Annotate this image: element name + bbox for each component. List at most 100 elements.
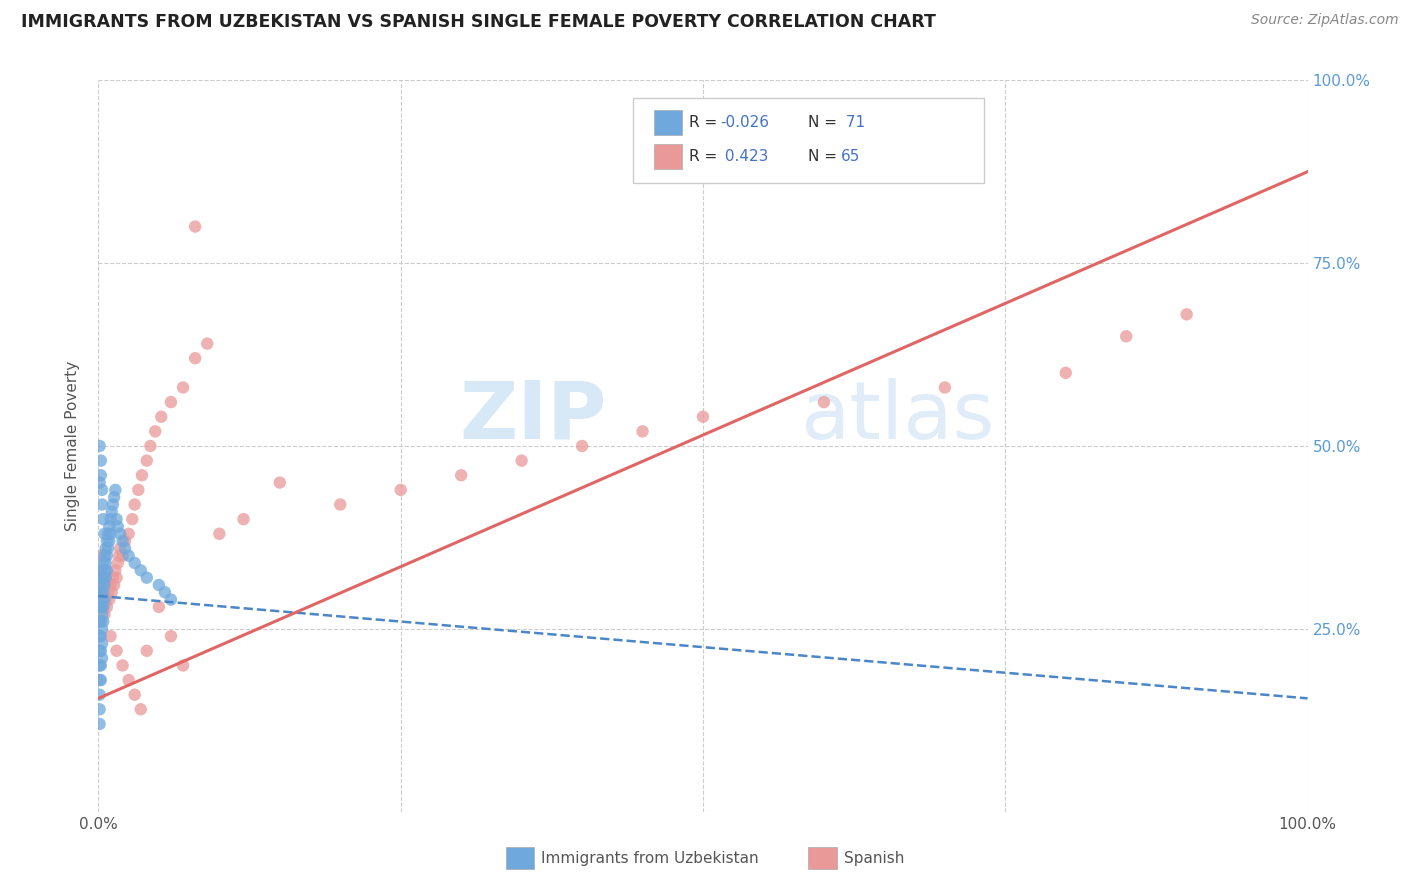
Point: [96, 578, 118, 592]
Point: [103, 490, 125, 504]
Point: [101, 498, 124, 512]
Point: [450, 468, 472, 483]
Point: [90, 571, 112, 585]
Point: [89, 475, 111, 490]
Point: [98, 519, 121, 533]
Point: [131, 468, 153, 483]
Point: [100, 505, 122, 519]
Point: [89, 599, 111, 614]
Point: [91, 498, 114, 512]
Point: [89, 717, 111, 731]
Point: [89, 658, 111, 673]
Point: [91, 483, 114, 497]
Point: [94, 556, 117, 570]
Point: [90, 644, 112, 658]
Point: [100, 512, 122, 526]
Text: -0.026: -0.026: [720, 115, 769, 129]
Point: [90, 673, 112, 687]
Point: [111, 658, 134, 673]
Point: [105, 644, 128, 658]
Point: [1054, 366, 1077, 380]
Point: [143, 425, 166, 439]
Point: [89, 673, 111, 687]
Point: [91, 578, 114, 592]
Point: [93, 526, 115, 541]
Point: [160, 629, 183, 643]
Point: [91, 585, 114, 599]
Point: [89, 629, 111, 643]
Point: [135, 571, 157, 585]
Point: [111, 534, 134, 549]
Point: [105, 571, 128, 585]
Point: [1175, 307, 1198, 321]
Point: [93, 563, 115, 577]
Point: [97, 526, 120, 541]
Point: [91, 571, 114, 585]
Point: [153, 585, 176, 599]
Point: [104, 563, 127, 577]
Text: N =: N =: [808, 149, 842, 163]
Text: R =: R =: [689, 115, 723, 129]
Point: [93, 549, 115, 563]
Point: [89, 585, 111, 599]
Point: [108, 549, 131, 563]
Point: [934, 380, 956, 394]
Point: [89, 702, 111, 716]
Point: [129, 702, 152, 716]
Point: [148, 578, 170, 592]
Point: [90, 585, 112, 599]
Point: [172, 658, 194, 673]
Point: [172, 380, 194, 394]
Point: [93, 607, 115, 622]
Text: R =: R =: [689, 149, 723, 163]
Point: [121, 512, 143, 526]
Point: [100, 526, 122, 541]
Point: [89, 644, 111, 658]
Point: [631, 425, 654, 439]
Text: atlas: atlas: [800, 377, 994, 456]
Text: Immigrants from Uzbekistan: Immigrants from Uzbekistan: [541, 851, 759, 865]
Point: [91, 578, 114, 592]
Point: [94, 571, 117, 585]
Point: [93, 592, 115, 607]
Point: [93, 585, 115, 599]
Point: [91, 563, 114, 577]
Point: [232, 512, 254, 526]
Point: [105, 512, 128, 526]
Point: [91, 599, 114, 614]
Point: [91, 651, 114, 665]
Text: Source: ZipAtlas.com: Source: ZipAtlas.com: [1251, 13, 1399, 28]
Point: [90, 599, 112, 614]
Point: [114, 541, 136, 556]
Point: [89, 439, 111, 453]
Point: [148, 599, 170, 614]
Point: [91, 563, 114, 577]
Text: N =: N =: [808, 115, 842, 129]
Point: [94, 541, 117, 556]
Point: [96, 549, 118, 563]
Point: [1115, 329, 1137, 343]
Point: [124, 498, 146, 512]
Point: [98, 534, 121, 549]
Point: [89, 688, 111, 702]
Point: [100, 578, 122, 592]
Point: [91, 615, 114, 629]
Text: IMMIGRANTS FROM UZBEKISTAN VS SPANISH SINGLE FEMALE POVERTY CORRELATION CHART: IMMIGRANTS FROM UZBEKISTAN VS SPANISH SI…: [21, 13, 936, 31]
Point: [97, 541, 120, 556]
Point: [510, 453, 533, 467]
Point: [269, 475, 291, 490]
Point: [160, 395, 183, 409]
Point: [91, 607, 114, 622]
Point: [195, 336, 218, 351]
Point: [103, 578, 125, 592]
Point: [91, 636, 114, 650]
Point: [91, 599, 114, 614]
Point: [104, 483, 127, 497]
Point: [100, 585, 122, 599]
Point: [94, 571, 117, 585]
Point: [107, 519, 129, 533]
Point: [160, 592, 183, 607]
Point: [98, 592, 121, 607]
Point: [91, 556, 114, 570]
Point: [114, 534, 136, 549]
